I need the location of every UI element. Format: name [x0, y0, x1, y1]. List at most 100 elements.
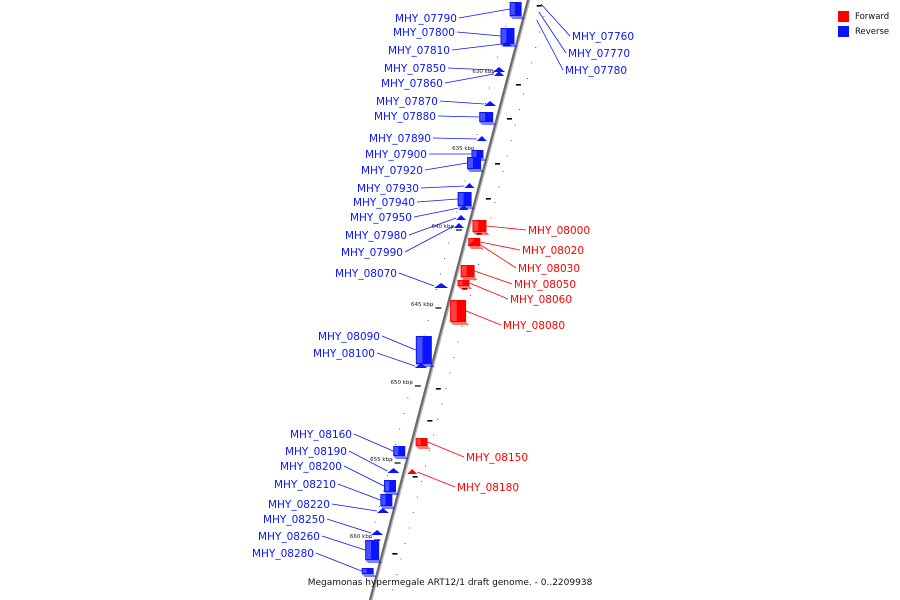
gene-block-highlight — [416, 439, 421, 445]
dot-left — [444, 258, 446, 259]
dot-left — [399, 428, 401, 430]
leader-line — [444, 73, 495, 84]
dot-right — [445, 388, 447, 389]
reverse-gene-arrow — [376, 508, 389, 513]
gene-block-highlight — [362, 569, 367, 573]
reverse-gene-arrow — [476, 136, 487, 141]
gene-block-highlight — [385, 481, 390, 491]
gene-block-face — [384, 480, 397, 492]
dot-right — [412, 512, 414, 513]
reverse-gene-arrow — [501, 41, 512, 46]
reverse-gene-block — [384, 480, 400, 495]
reverse-gene-label: MHY_08190 — [285, 446, 347, 458]
leader-line — [465, 310, 502, 326]
legend: Forward Reverse — [838, 9, 889, 39]
dot-right — [392, 589, 394, 591]
gene-block-face — [500, 28, 515, 44]
dot-right — [514, 124, 516, 126]
tick-label: 645 kbp — [411, 302, 434, 308]
leader-line — [437, 115, 480, 118]
feature-dash — [485, 198, 491, 200]
dot-left — [431, 304, 433, 306]
dot-left — [505, 25, 507, 27]
leader-line — [417, 471, 456, 488]
forward-gene-block — [457, 280, 473, 289]
dot-right — [490, 217, 492, 219]
reverse-gene-label: MHY_08200 — [280, 461, 342, 473]
leader-line — [321, 535, 366, 551]
gene-block-face — [380, 494, 393, 506]
leader-line — [456, 31, 501, 37]
genome-backbone — [368, 0, 531, 600]
dot-right — [449, 372, 451, 374]
dot-left — [407, 397, 409, 399]
leader-line — [447, 67, 494, 71]
reverse-gene-arrow — [371, 530, 384, 535]
leader-line — [451, 43, 502, 51]
tick-label: 640 kbp — [432, 224, 455, 230]
leader-line — [480, 241, 521, 251]
leader-line — [536, 19, 564, 71]
legend-forward: Forward — [838, 9, 889, 24]
gene-block-highlight — [458, 193, 464, 205]
reverse-gene-label: MHY_07950 — [350, 212, 412, 224]
dot-right — [510, 140, 512, 141]
tick-label: 655 kbp — [370, 457, 393, 463]
reverse-gene-arrow — [453, 223, 464, 228]
reverse-gene-arrow — [387, 468, 400, 473]
gene-block-depth — [468, 246, 484, 249]
dot-right — [437, 419, 439, 420]
reverse-gene-label: MHY_07920 — [361, 165, 423, 177]
forward-gene-label: MHY_08180 — [457, 482, 519, 494]
dot-right — [404, 543, 406, 544]
leader-line — [424, 162, 468, 171]
feature-dash — [506, 118, 512, 120]
gene-block-highlight — [458, 281, 463, 285]
leader-line — [474, 270, 513, 285]
dot-right — [535, 47, 537, 48]
gene-block-depth — [393, 456, 409, 459]
dot-right — [522, 93, 524, 95]
leader-line — [381, 335, 416, 351]
dot-right — [494, 202, 496, 203]
reverse-gene-label: MHY_08260 — [258, 531, 320, 543]
leader-line — [432, 137, 477, 140]
dot-right — [433, 434, 435, 436]
reverse-gene-label: MHY_08160 — [290, 429, 352, 441]
gene-block-highlight — [510, 3, 515, 15]
dot-left — [411, 382, 413, 383]
dot-right — [441, 403, 443, 405]
reverse-gene-block — [467, 157, 485, 172]
dot-right — [416, 496, 418, 498]
dot-left — [464, 180, 466, 182]
reverse-gene-label: MHY_07800 — [393, 27, 455, 39]
reverse-gene-arrow — [458, 205, 469, 210]
dot-right — [408, 527, 410, 529]
gene-block-depth — [509, 16, 525, 19]
reverse-gene-label: MHY_07900 — [365, 149, 427, 161]
forward-gene-block — [415, 438, 431, 449]
dot-left — [448, 242, 450, 244]
reverse-gene-label: MHY_07940 — [353, 197, 415, 209]
forward-gene-arrow — [467, 241, 480, 246]
feature-dash — [536, 5, 542, 7]
reverse-gene-arrow — [493, 67, 506, 72]
tick-label: 635 kbp — [452, 146, 475, 152]
leader-line — [479, 243, 517, 269]
forward-gene-label: MHY_08020 — [522, 245, 584, 257]
leader-line — [315, 552, 362, 572]
reverse-gene-label: MHY_08090 — [318, 331, 380, 343]
gene-blocks — [361, 2, 525, 577]
reverse-gene-label: MHY_07860 — [381, 78, 443, 90]
dot-right — [400, 558, 402, 560]
dot-left — [378, 506, 380, 507]
gene-block-highlight — [473, 221, 479, 231]
gene-block-highlight — [394, 447, 399, 455]
dot-left — [374, 521, 376, 523]
gene-block-depth — [361, 574, 377, 577]
reverse-gene-label: MHY_07890 — [369, 133, 431, 145]
leader-line — [348, 450, 388, 472]
genome-caption: Megamonas hypermegale ART12/1 draft geno… — [307, 578, 593, 588]
gene-block-highlight — [416, 337, 423, 363]
leader-line — [427, 441, 465, 458]
